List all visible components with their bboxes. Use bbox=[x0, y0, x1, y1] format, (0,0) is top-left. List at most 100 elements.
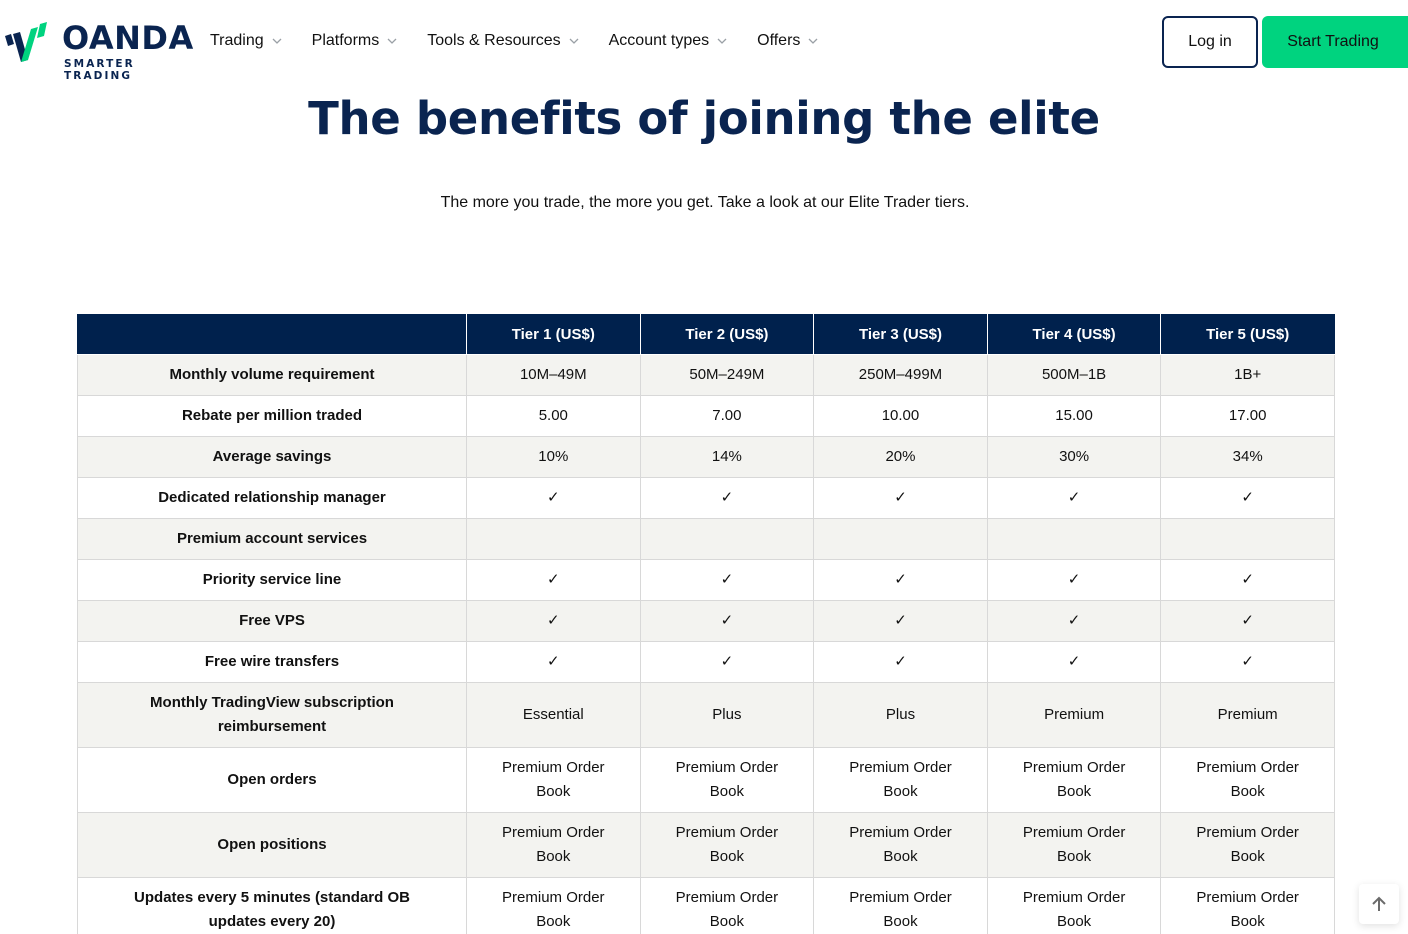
table-row: Free wire transfers ✓ ✓ ✓ ✓ ✓ bbox=[77, 641, 1335, 683]
nav-item-label: Tools & Resources bbox=[427, 32, 561, 49]
check-icon: ✓ bbox=[813, 559, 988, 601]
value-cell: Premium Order Book bbox=[639, 812, 815, 878]
value-cell: 10.00 bbox=[813, 395, 988, 437]
column-header-feature bbox=[77, 314, 467, 355]
table-row: Dedicated relationship manager ✓ ✓ ✓ ✓ ✓ bbox=[77, 477, 1335, 519]
chevron-down-icon bbox=[569, 38, 579, 44]
value-cell bbox=[813, 518, 988, 560]
value-cell bbox=[466, 518, 641, 560]
check-icon: ✓ bbox=[466, 559, 641, 601]
feature-cell: Open orders bbox=[77, 747, 467, 813]
check-icon: ✓ bbox=[986, 559, 1162, 601]
check-icon: ✓ bbox=[813, 477, 988, 519]
chevron-down-icon bbox=[272, 38, 282, 44]
table-row: Monthly TradingView subscription reimbur… bbox=[77, 682, 1335, 748]
value-cell: Essential bbox=[466, 682, 641, 748]
nav-item-label: Platforms bbox=[311, 32, 380, 49]
feature-cell: Priority service line bbox=[77, 559, 467, 601]
value-cell: 20% bbox=[813, 436, 988, 478]
value-cell bbox=[986, 518, 1162, 560]
check-icon: ✓ bbox=[466, 641, 641, 683]
feature-cell: Average savings bbox=[77, 436, 467, 478]
nav-item-platforms[interactable]: Platforms bbox=[312, 32, 398, 50]
feature-cell: Open positions bbox=[77, 812, 467, 878]
table-row: Premium account services bbox=[77, 518, 1335, 560]
value-cell: Premium Order Book bbox=[986, 747, 1162, 813]
value-cell: 1B+ bbox=[1160, 354, 1335, 396]
value-cell: Plus bbox=[813, 682, 988, 748]
table-header-row: Tier 1 (US$) Tier 2 (US$) Tier 3 (US$) T… bbox=[77, 314, 1335, 355]
feature-cell: Monthly TradingView subscription reimbur… bbox=[77, 682, 467, 748]
table-row: Priority service line ✓ ✓ ✓ ✓ ✓ bbox=[77, 559, 1335, 601]
value-cell: 15.00 bbox=[986, 395, 1162, 437]
check-icon: ✓ bbox=[1160, 477, 1335, 519]
check-icon: ✓ bbox=[986, 641, 1162, 683]
check-icon: ✓ bbox=[639, 641, 815, 683]
logo-tagline: SMARTER TRADING bbox=[64, 58, 135, 82]
column-header-tier-3: Tier 3 (US$) bbox=[813, 314, 988, 355]
column-header-tier-4: Tier 4 (US$) bbox=[986, 314, 1162, 355]
value-cell: Premium Order Book bbox=[986, 812, 1162, 878]
value-cell: 34% bbox=[1160, 436, 1335, 478]
value-cell: Premium Order Book bbox=[1160, 747, 1335, 813]
feature-cell: Premium account services bbox=[77, 518, 467, 560]
check-icon: ✓ bbox=[466, 477, 641, 519]
value-cell: Premium Order Book bbox=[639, 877, 815, 934]
nav-item-account-types[interactable]: Account types bbox=[609, 32, 728, 50]
feature-cell: Free VPS bbox=[77, 600, 467, 642]
scroll-to-top-button[interactable] bbox=[1359, 884, 1399, 924]
value-cell: 10% bbox=[466, 436, 641, 478]
page-subtitle: The more you trade, the more you get. Ta… bbox=[440, 194, 970, 211]
login-button[interactable]: Log in bbox=[1162, 16, 1258, 68]
nav-item-trading[interactable]: Trading bbox=[210, 32, 282, 50]
oanda-logo-mark-icon bbox=[5, 22, 47, 62]
value-cell: Premium Order Book bbox=[813, 877, 988, 934]
nav-item-tools-resources[interactable]: Tools & Resources bbox=[427, 32, 579, 50]
table-row: Updates every 5 minutes (standard OB upd… bbox=[77, 877, 1335, 934]
table-row: Rebate per million traded 5.00 7.00 10.0… bbox=[77, 395, 1335, 437]
value-cell: 5.00 bbox=[466, 395, 641, 437]
page-title: The benefits of joining the elite bbox=[308, 92, 1100, 145]
arrow-up-icon bbox=[1372, 896, 1386, 911]
start-trading-button[interactable]: Start Trading bbox=[1262, 16, 1408, 68]
main-nav: Trading Platforms Tools & Resources Acco… bbox=[210, 28, 848, 54]
chevron-down-icon bbox=[808, 38, 818, 44]
feature-cell: Free wire transfers bbox=[77, 641, 467, 683]
column-header-tier-5: Tier 5 (US$) bbox=[1160, 314, 1335, 355]
feature-cell: Dedicated relationship manager bbox=[77, 477, 467, 519]
value-cell: Premium Order Book bbox=[466, 747, 641, 813]
value-cell: 10M–49M bbox=[466, 354, 641, 396]
nav-item-offers[interactable]: Offers bbox=[757, 32, 818, 50]
check-icon: ✓ bbox=[639, 600, 815, 642]
table-row: Free VPS ✓ ✓ ✓ ✓ ✓ bbox=[77, 600, 1335, 642]
chevron-down-icon bbox=[717, 38, 727, 44]
check-icon: ✓ bbox=[1160, 641, 1335, 683]
chevron-down-icon bbox=[387, 38, 397, 44]
value-cell: Premium Order Book bbox=[813, 812, 988, 878]
value-cell: 500M–1B bbox=[986, 354, 1162, 396]
value-cell: Premium bbox=[1160, 682, 1335, 748]
feature-cell: Monthly volume requirement bbox=[77, 354, 467, 396]
value-cell: Premium Order Book bbox=[1160, 877, 1335, 934]
site-header: OANDA SMARTER TRADING Trading Platforms … bbox=[0, 0, 1408, 82]
nav-item-label: Offers bbox=[757, 32, 801, 49]
value-cell: Premium Order Book bbox=[639, 747, 815, 813]
elite-tiers-table: Tier 1 (US$) Tier 2 (US$) Tier 3 (US$) T… bbox=[77, 314, 1335, 934]
value-cell: 7.00 bbox=[639, 395, 815, 437]
logo-wordmark: OANDA bbox=[62, 19, 194, 57]
table-row: Open orders Premium Order Book Premium O… bbox=[77, 747, 1335, 813]
value-cell: Premium bbox=[986, 682, 1162, 748]
check-icon: ✓ bbox=[639, 559, 815, 601]
value-cell: Premium Order Book bbox=[466, 877, 641, 934]
value-cell: Premium Order Book bbox=[466, 812, 641, 878]
value-cell: 17.00 bbox=[1160, 395, 1335, 437]
value-cell: Plus bbox=[639, 682, 815, 748]
feature-cell: Updates every 5 minutes (standard OB upd… bbox=[77, 877, 467, 934]
value-cell: Premium Order Book bbox=[1160, 812, 1335, 878]
table-row: Average savings 10% 14% 20% 30% 34% bbox=[77, 436, 1335, 478]
value-cell: 30% bbox=[986, 436, 1162, 478]
oanda-logo[interactable]: OANDA SMARTER TRADING bbox=[4, 14, 196, 82]
feature-cell: Rebate per million traded bbox=[77, 395, 467, 437]
nav-item-label: Account types bbox=[608, 32, 710, 49]
value-cell bbox=[639, 518, 815, 560]
